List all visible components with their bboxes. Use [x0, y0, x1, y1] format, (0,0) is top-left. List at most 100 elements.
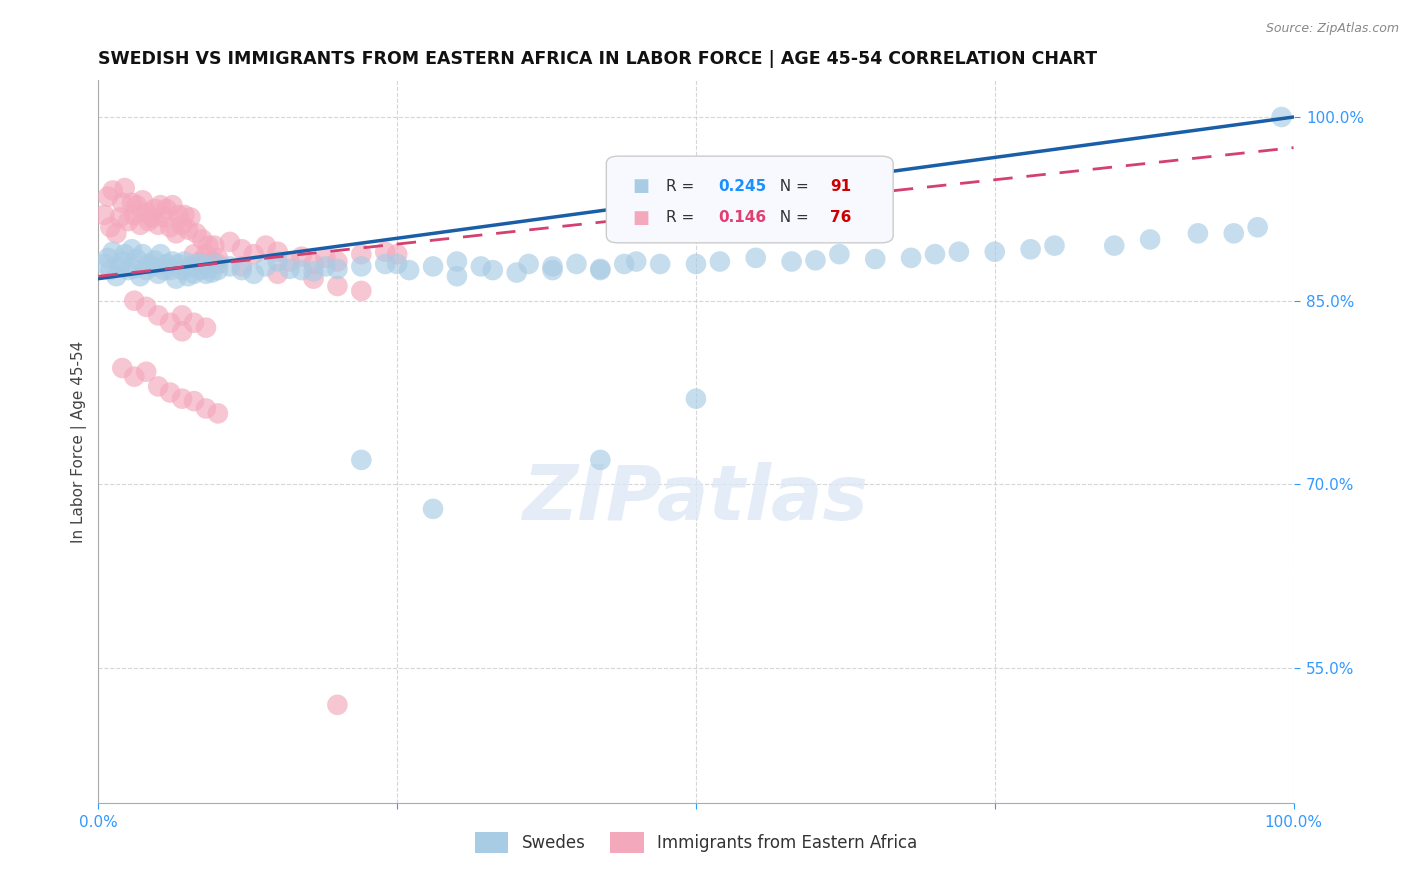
Point — [129, 269, 152, 284]
Point — [231, 260, 253, 274]
Point — [589, 453, 612, 467]
Point — [135, 205, 157, 219]
Point — [315, 251, 337, 265]
Text: 0.146: 0.146 — [718, 210, 766, 225]
Point — [267, 254, 290, 268]
Legend: Swedes, Immigrants from Eastern Africa: Swedes, Immigrants from Eastern Africa — [468, 826, 924, 860]
Y-axis label: In Labor Force | Age 45-54: In Labor Force | Age 45-54 — [72, 341, 87, 542]
Point — [159, 316, 181, 330]
Point — [202, 238, 225, 252]
Point — [385, 257, 409, 271]
Point — [167, 208, 190, 222]
Point — [124, 293, 146, 308]
Point — [398, 263, 420, 277]
Point — [121, 195, 143, 210]
Point — [172, 263, 194, 277]
Point — [541, 263, 564, 277]
Point — [1187, 227, 1209, 241]
Point — [207, 251, 229, 265]
Point — [172, 324, 194, 338]
Text: ■: ■ — [633, 209, 650, 227]
Point — [374, 257, 396, 271]
Point — [124, 369, 146, 384]
FancyBboxPatch shape — [606, 156, 893, 243]
Point — [506, 266, 529, 280]
Point — [326, 698, 349, 712]
Point — [195, 247, 218, 261]
Point — [141, 260, 163, 274]
Point — [446, 269, 468, 284]
Point — [121, 242, 143, 256]
Point — [172, 309, 194, 323]
Point — [195, 401, 218, 416]
Point — [105, 227, 128, 241]
Point — [385, 247, 409, 261]
Point — [93, 257, 115, 271]
Point — [326, 279, 349, 293]
Point — [98, 220, 122, 235]
Point — [231, 242, 253, 256]
Point — [350, 247, 373, 261]
Point — [135, 365, 157, 379]
Point — [173, 254, 195, 268]
Point — [924, 247, 946, 261]
Point — [165, 271, 187, 285]
Point — [98, 263, 122, 277]
Point — [202, 257, 225, 271]
Point — [135, 263, 157, 277]
Point — [1271, 110, 1294, 124]
Point — [828, 247, 851, 261]
Point — [117, 214, 139, 228]
Text: N =: N = — [770, 210, 814, 225]
Point — [155, 202, 177, 216]
Point — [422, 260, 444, 274]
Point — [124, 261, 146, 276]
Point — [589, 261, 612, 276]
Point — [195, 320, 218, 334]
Point — [201, 254, 224, 268]
Point — [148, 309, 170, 323]
Point — [254, 260, 277, 274]
Point — [865, 252, 887, 266]
Point — [231, 263, 253, 277]
Point — [155, 257, 177, 271]
Point — [197, 238, 219, 252]
Point — [804, 253, 827, 268]
Point — [117, 263, 139, 277]
Point — [131, 194, 153, 208]
Point — [302, 264, 325, 278]
Point — [1223, 227, 1246, 241]
Point — [153, 211, 176, 225]
Point — [141, 211, 163, 225]
Point — [183, 267, 205, 281]
Point — [267, 267, 290, 281]
Point — [183, 247, 205, 261]
Point — [243, 267, 266, 281]
Text: R =: R = — [666, 179, 699, 194]
Point — [1139, 232, 1161, 246]
Point — [302, 257, 325, 271]
Point — [191, 232, 214, 246]
Point — [1104, 238, 1126, 252]
Point — [138, 214, 160, 228]
Point — [183, 394, 205, 409]
Point — [243, 247, 266, 261]
Point — [101, 184, 124, 198]
Point — [984, 244, 1007, 259]
Point — [267, 244, 290, 259]
Point — [1043, 238, 1066, 252]
Point — [481, 263, 505, 277]
Point — [374, 244, 396, 259]
Point — [172, 392, 194, 406]
Point — [207, 406, 229, 420]
Text: ZIPatlas: ZIPatlas — [523, 462, 869, 536]
Point — [97, 251, 120, 265]
Point — [254, 238, 277, 252]
Text: 0.245: 0.245 — [718, 179, 766, 194]
Point — [900, 251, 922, 265]
Point — [589, 263, 612, 277]
Point — [278, 254, 301, 268]
Point — [159, 263, 181, 277]
Point — [125, 198, 148, 212]
Point — [153, 263, 176, 277]
